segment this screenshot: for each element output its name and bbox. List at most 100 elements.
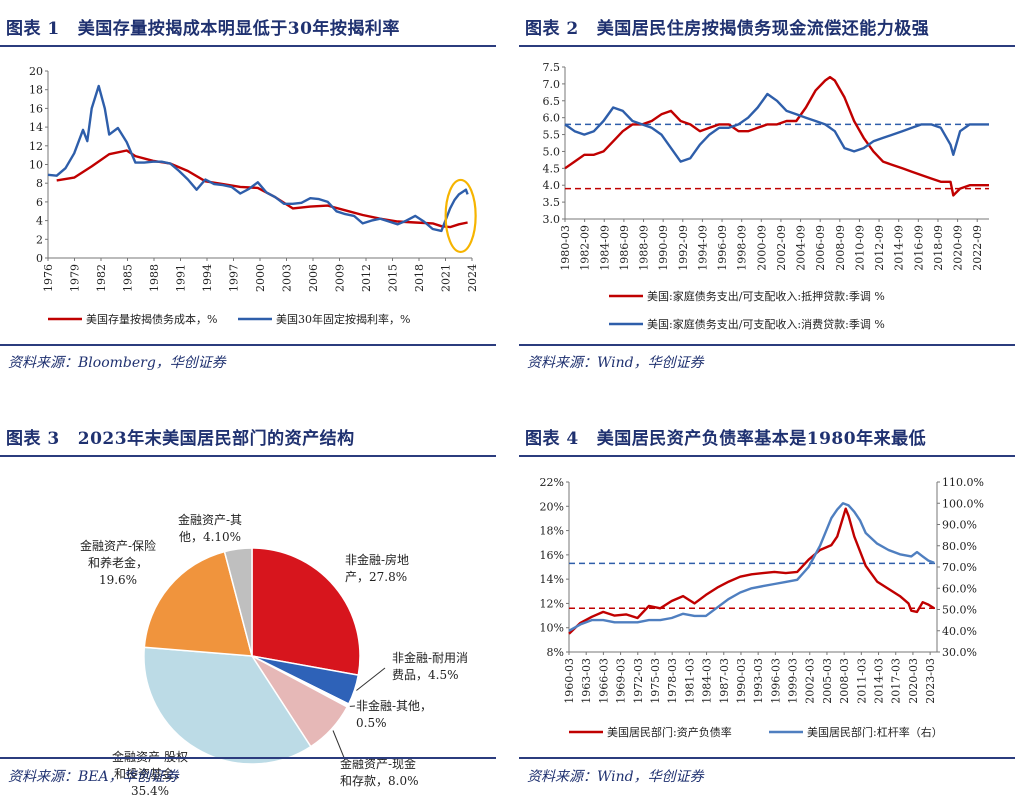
x-tick-label: 1972-03 — [632, 658, 645, 704]
x-tick-label: 2003 — [281, 264, 294, 292]
x-tick-label: 2006-09 — [814, 225, 827, 271]
y-tick-label: 5.0 — [543, 145, 561, 158]
x-tick-label: 2000-09 — [755, 225, 768, 271]
panel-title-text: 美国居民资产负债率基本是1980年来最低 — [597, 429, 926, 449]
x-tick-label: 2014-09 — [893, 225, 906, 271]
x-tick-label: 1978-03 — [666, 658, 679, 704]
x-tick-label: 1998-09 — [736, 225, 749, 271]
x-tick-label: 1988-09 — [638, 225, 651, 271]
x-tick-label: 2011-03 — [855, 658, 868, 704]
x-tick-label: 1988 — [148, 264, 161, 292]
leader-line — [333, 731, 345, 761]
highlight-ellipse — [446, 180, 476, 252]
x-tick-label: 1985 — [122, 264, 135, 292]
x-tick-label: 2021 — [440, 264, 453, 292]
x-tick-label: 1994 — [201, 264, 214, 292]
source-rule — [0, 757, 496, 759]
x-tick-label: 1960-03 — [563, 658, 576, 704]
x-tick-label: 2017-03 — [890, 658, 903, 704]
source-rule — [519, 757, 1015, 759]
y2-tick-label: 50.0% — [942, 604, 977, 617]
x-tick-label: 1963-03 — [580, 658, 593, 704]
y2-tick-label: 70.0% — [942, 561, 977, 574]
source-note: 资料来源：Wind，华创证券 — [527, 766, 704, 786]
x-tick-label: 2000 — [254, 264, 267, 292]
y-tick-label: 20% — [540, 500, 564, 513]
y2-tick-label: 100.0% — [942, 497, 984, 510]
x-tick-label: 1990-09 — [657, 225, 670, 271]
y-tick-label: 16 — [29, 102, 43, 115]
x-tick-label: 2008-03 — [838, 658, 851, 704]
x-tick-label: 2009 — [334, 264, 347, 292]
y-tick-label: 4.5 — [543, 162, 561, 175]
chart-3-svg: 非金融-房地产，27.8%非金融-耐用消费品，4.5%非金融-其他，0.5%金融… — [0, 460, 496, 760]
x-tick-label: 2024 — [466, 264, 479, 292]
x-tick-label: 1982-09 — [579, 225, 592, 271]
slice-label: 产，27.8% — [345, 570, 407, 584]
x-tick-label: 1999-03 — [787, 658, 800, 704]
y-tick-label: 12 — [29, 140, 43, 153]
leader-line — [356, 668, 385, 691]
x-tick-label: 1980-03 — [559, 225, 572, 271]
y-tick-label: 18 — [29, 84, 43, 97]
y2-tick-label: 40.0% — [942, 625, 977, 638]
slice-label: 金融资产-保险 — [80, 538, 156, 553]
x-tick-label: 1993-03 — [752, 658, 765, 704]
slice-label: 和养老金， — [88, 555, 148, 570]
x-tick-label: 1996-09 — [716, 225, 729, 271]
x-tick-label: 1982 — [95, 264, 108, 292]
y-tick-label: 14 — [29, 121, 43, 134]
series-line — [48, 86, 468, 231]
x-tick-label: 2002-09 — [775, 225, 788, 271]
title-rule — [0, 455, 496, 457]
y-tick-label: 3.5 — [543, 196, 561, 209]
y-tick-label: 4 — [36, 215, 43, 228]
x-tick-label: 1969-03 — [615, 658, 628, 704]
x-tick-label: 2010-09 — [853, 225, 866, 271]
title-rule — [519, 455, 1015, 457]
y-tick-label: 14% — [540, 573, 564, 586]
slice-label: 他，4.10% — [179, 530, 241, 544]
x-tick-label: 2015 — [387, 264, 400, 292]
slice-label: 非金融-房地 — [345, 552, 409, 567]
x-tick-label: 2020-09 — [952, 225, 965, 271]
x-tick-label: 2005-03 — [821, 658, 834, 704]
x-tick-label: 2008-09 — [834, 225, 847, 271]
panel-title-label: 图表 3 — [6, 429, 60, 449]
legend-label: 美国居民部门:杠杆率（右） — [807, 725, 943, 739]
x-tick-label: 2018-09 — [932, 225, 945, 271]
x-tick-label: 1991 — [175, 264, 188, 292]
title-rule — [519, 45, 1015, 47]
legend-label: 美国30年固定按揭利率，% — [276, 312, 410, 326]
source-note: 资料来源：Bloomberg，华创证券 — [8, 352, 226, 372]
y2-tick-label: 80.0% — [942, 540, 977, 553]
y2-tick-label: 110.0% — [942, 476, 984, 489]
slice-label: 非金融-其他， — [356, 698, 432, 713]
y2-tick-label: 30.0% — [942, 646, 977, 659]
series-line — [569, 503, 934, 631]
chart-4-svg: 8%10%12%14%16%18%20%22%30.0%40.0%50.0%60… — [519, 462, 1015, 757]
y-tick-label: 22% — [540, 476, 564, 489]
panel-title: 图表 4 美国居民资产负债率基本是1980年来最低 — [525, 424, 926, 449]
legend-label: 美国:家庭债务支出/可支配收入:抵押贷款:季调 % — [647, 289, 885, 303]
x-tick-label: 1990-03 — [735, 658, 748, 704]
y2-tick-label: 60.0% — [942, 582, 977, 595]
panel-title-label: 图表 4 — [525, 429, 579, 449]
y-tick-label: 8 — [36, 177, 43, 190]
panel-title-label: 图表 1 — [6, 19, 60, 39]
x-tick-label: 2023-03 — [924, 658, 937, 704]
panel-title-text: 美国居民住房按揭债务现金流偿还能力极强 — [597, 19, 930, 39]
y-tick-label: 7.5 — [543, 61, 561, 74]
panel-title-text: 2023年末美国居民部门的资产结构 — [78, 429, 355, 449]
x-tick-label: 1996-03 — [769, 658, 782, 704]
x-tick-label: 2002-03 — [804, 658, 817, 704]
x-tick-label: 1981-03 — [683, 658, 696, 704]
x-tick-label: 2018 — [413, 264, 426, 292]
y-tick-label: 0 — [36, 252, 43, 265]
slice-label: 金融资产-其 — [178, 512, 242, 527]
